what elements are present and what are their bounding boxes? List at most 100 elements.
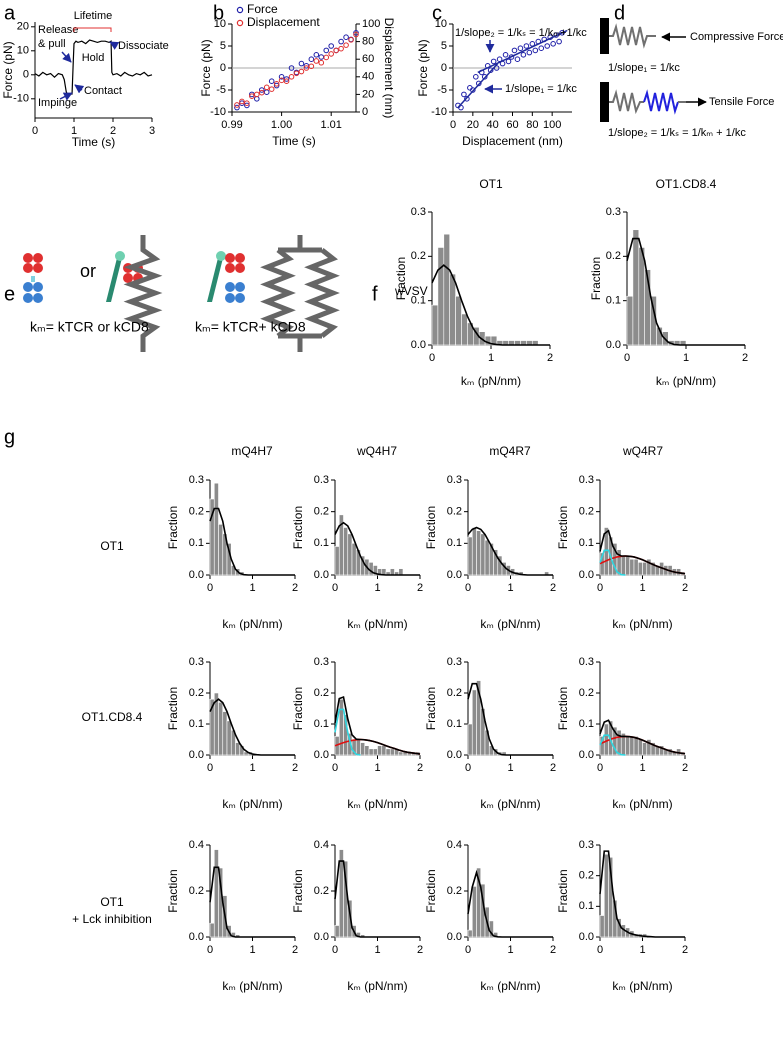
bar [484, 539, 490, 576]
bar [338, 849, 344, 938]
y-axis-label: Fraction [166, 687, 180, 730]
bar [334, 925, 340, 938]
y-tick-label: 0.2 [189, 885, 204, 897]
bar [377, 745, 383, 756]
point [475, 80, 482, 87]
y2-tick-label: 60 [362, 53, 374, 65]
x-tick-label: 1 [488, 352, 494, 364]
y-tick-label: 0.2 [411, 250, 426, 262]
y-axis-label: Fraction [556, 506, 570, 549]
column-label: mQ4H7 [231, 444, 273, 458]
bar [608, 856, 614, 938]
fit-curve [599, 734, 626, 756]
point [268, 86, 275, 92]
x-tick-label: 2 [292, 944, 298, 956]
bar [467, 536, 473, 576]
column-label: wQ4R7 [622, 444, 663, 458]
x-tick-label: 2 [292, 582, 298, 594]
y-tick-label: 5 [220, 40, 226, 52]
annotation: Lifetime [74, 10, 113, 22]
point [313, 58, 320, 64]
spring [609, 23, 656, 49]
or-label: or [80, 261, 96, 281]
x-tick-label: 1 [639, 944, 645, 956]
bar [222, 711, 228, 756]
annotation: Hold [82, 52, 105, 64]
y-tick-label: 0.2 [314, 687, 329, 699]
y-axis-label: Force (pN) [199, 39, 213, 96]
point [244, 100, 250, 106]
y-tick-label: 0.2 [189, 687, 204, 699]
force-label: Tensile Force [709, 96, 774, 108]
y2-tick-label: 20 [362, 88, 374, 100]
bar [235, 742, 241, 756]
bar [385, 748, 391, 756]
x-tick-label: 2 [547, 352, 553, 364]
y-tick-label: 0.3 [189, 474, 204, 486]
point [544, 43, 551, 49]
bar [637, 562, 643, 576]
x-axis-label: kₘ (pN/nm) [612, 979, 672, 993]
spring-frame [278, 235, 303, 253]
point [333, 47, 339, 54]
row-label: OT1.CD8.4 [82, 710, 143, 724]
point [263, 84, 270, 91]
y-tick-label: 0.2 [447, 885, 462, 897]
x-tick-label: 0 [207, 762, 213, 774]
x-axis-label: kₘ (pN/nm) [656, 374, 716, 388]
bar [599, 915, 605, 938]
bar [347, 533, 353, 576]
x-tick-label: 2 [682, 582, 688, 594]
y-tick-label: 0.1 [411, 295, 426, 307]
panel-label: c [432, 2, 442, 24]
y-tick-label: 10 [17, 45, 29, 57]
x-tick-label: 0 [597, 762, 603, 774]
y-axis-label: Fraction [556, 687, 570, 730]
y-tick-label: 0.0 [411, 339, 426, 351]
bar [629, 736, 635, 756]
x-tick-label: 100 [543, 119, 561, 131]
x-axis-label: kₘ (pN/nm) [222, 979, 282, 993]
cd8-tcr-icon [207, 251, 245, 303]
arrow [109, 41, 120, 50]
y-tick-label: 0 [441, 62, 447, 74]
x-tick-label: 2 [110, 125, 116, 137]
point [481, 74, 488, 80]
point [523, 43, 530, 49]
point [318, 59, 325, 66]
y-axis-label: Fraction [424, 506, 438, 549]
fit-line [457, 63, 499, 109]
x-axis-label: kₘ (pN/nm) [461, 374, 521, 388]
bar [355, 739, 361, 756]
annotation: & pull [38, 38, 66, 50]
formula: 1/slope₁ = 1/kc [608, 62, 680, 74]
y-tick-label: 0.0 [314, 931, 329, 943]
column-label: wQ4H7 [356, 444, 397, 458]
x-axis-label: kₘ (pN/nm) [612, 617, 672, 631]
point [244, 102, 250, 109]
fit-curve [209, 866, 295, 938]
y-tick-label: 0.3 [579, 656, 594, 668]
y-tick-label: 5 [441, 40, 447, 52]
y-tick-label: 0.2 [189, 506, 204, 518]
x-axis-label: kₘ (pN/nm) [347, 979, 407, 993]
x-tick-label: 1 [639, 582, 645, 594]
annotation: 1/slope₂ = 1/kₛ = 1/kₘ+1/kc [455, 27, 587, 39]
panel-label: a [4, 2, 16, 24]
y-tick-label: 0.4 [189, 839, 204, 851]
x-tick-label: 0 [450, 119, 456, 131]
y-tick-label: 0.1 [579, 718, 594, 730]
formula: 1/slope₂ = 1/kₛ = 1/kₘ + 1/kc [608, 127, 746, 139]
x-tick-label: 0 [465, 762, 471, 774]
point [464, 96, 470, 102]
wall [600, 18, 609, 54]
y-axis-label: Force (pN) [416, 39, 430, 96]
y-tick-label: 0.2 [579, 687, 594, 699]
fit-curve [334, 860, 420, 938]
legend-label: Displacement [247, 15, 320, 29]
bar [343, 527, 349, 576]
bar [226, 720, 232, 756]
x-tick-label: 1 [683, 352, 689, 364]
x-tick-label: 0 [429, 352, 435, 364]
x-axis-label: Time (s) [72, 135, 116, 149]
